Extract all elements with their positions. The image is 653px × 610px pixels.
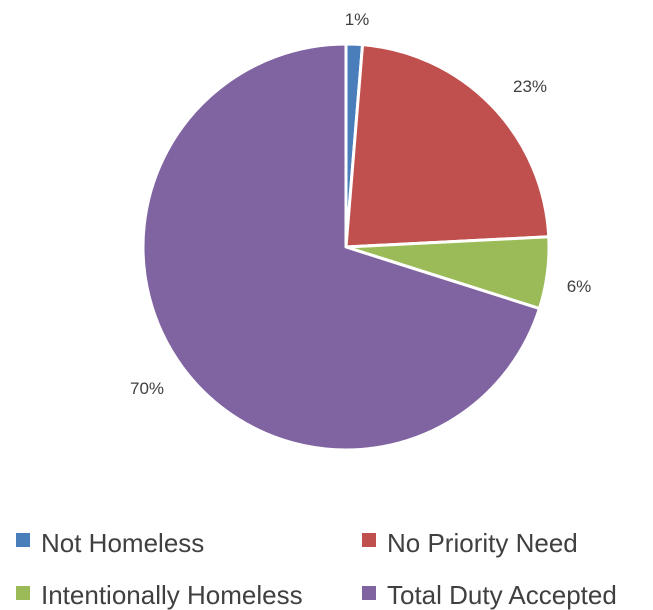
legend-swatch-total-duty-accepted: [362, 586, 376, 600]
legend-item-total-duty-accepted: Total Duty Accepted: [362, 580, 617, 610]
legend-item-intentionally-homeless: Intentionally Homeless: [16, 580, 303, 610]
data-labels: 1% 23% 6% 70%: [130, 10, 591, 398]
slice-total-duty-accepted: [141, 42, 541, 452]
data-label-intentionally-homeless: 6%: [567, 277, 592, 296]
legend-label-total-duty-accepted: Total Duty Accepted: [387, 580, 617, 610]
legend-item-not-homeless: Not Homeless: [16, 528, 204, 558]
legend-label-no-priority-need: No Priority Need: [387, 528, 578, 558]
data-label-not-homeless: 1%: [345, 10, 370, 29]
legend-swatch-not-homeless: [16, 533, 30, 547]
legend-label-intentionally-homeless: Intentionally Homeless: [41, 580, 303, 610]
legend-item-no-priority-need: No Priority Need: [362, 528, 578, 558]
data-label-total-duty-accepted: 70%: [130, 379, 164, 398]
legend-label-not-homeless: Not Homeless: [41, 528, 204, 558]
legend-swatch-no-priority-need: [362, 533, 376, 547]
legend-swatch-intentionally-homeless: [16, 586, 30, 600]
slice-no-priority-need: [344, 43, 551, 249]
legend: Not Homeless No Priority Need Intentiona…: [16, 528, 617, 610]
data-label-no-priority-need: 23%: [513, 77, 547, 96]
pie-slices: [141, 42, 551, 452]
